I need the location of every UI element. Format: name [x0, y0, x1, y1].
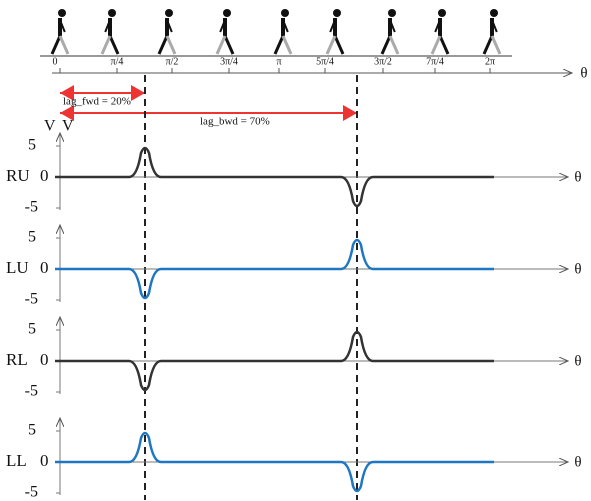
zero-label: 0: [40, 258, 49, 277]
figure-head: [165, 9, 173, 17]
figure-leg: [110, 36, 118, 54]
figure-head: [438, 9, 446, 17]
phase-tick-label: 7π/4: [426, 56, 444, 67]
channel-name: LL: [6, 451, 27, 470]
unit: V: [44, 118, 56, 135]
figure-leg: [283, 36, 291, 54]
channel-name: RL: [6, 350, 28, 369]
theta: θ: [574, 261, 581, 277]
figure-leg: [159, 36, 167, 54]
figure-leg: [52, 36, 60, 54]
top-label: 5: [28, 321, 36, 338]
phase-symbol: θ: [580, 65, 587, 81]
lag-label: lag_bwd = 70%: [200, 116, 270, 128]
figure-leg: [390, 36, 398, 54]
figure-leg: [440, 36, 448, 54]
theta: θ: [574, 454, 581, 470]
figure-head: [333, 9, 341, 17]
zero-label: 0: [40, 350, 49, 369]
lag-label: lag_fwd = 20%: [63, 96, 131, 108]
figure-leg: [225, 36, 233, 54]
figure-head: [388, 9, 396, 17]
phase-tick-label: π/2: [166, 56, 179, 67]
phase-tick-label: π: [276, 56, 281, 67]
channel-name: LU: [6, 258, 29, 277]
figure-head: [490, 9, 498, 17]
phase-tick-label: 3π/4: [220, 56, 238, 67]
waveform: [55, 332, 494, 390]
zero-label: 0: [40, 451, 49, 470]
figure-leg: [484, 36, 492, 54]
unit: V: [62, 118, 74, 135]
figure-head: [281, 9, 289, 17]
phase-tick-label: 2π: [485, 56, 495, 67]
figure-leg: [432, 36, 440, 54]
bottom-label: -5: [25, 199, 38, 216]
figure-leg: [217, 36, 225, 54]
figure-leg: [275, 36, 283, 54]
top-label: 5: [28, 137, 36, 154]
figure-leg: [102, 36, 110, 54]
waveform: [55, 433, 494, 491]
bottom-label: -5: [25, 291, 38, 308]
figure-leg: [60, 36, 68, 54]
figure-leg: [167, 36, 175, 54]
figure-head: [223, 9, 231, 17]
figure-leg: [382, 36, 390, 54]
top-label: 5: [28, 229, 36, 246]
phase-tick-label: 3π/2: [374, 56, 392, 67]
theta: θ: [574, 169, 581, 185]
theta: θ: [574, 353, 581, 369]
bottom-label: -5: [25, 383, 38, 400]
phase-tick-label: 0: [53, 56, 58, 67]
waveform: [55, 148, 494, 206]
diagram: θ lag_fwd = 20% lag_bwd = 70% V V 0 π/4 π/…: [0, 0, 591, 501]
zero-label: 0: [40, 166, 49, 185]
figure-head: [108, 9, 116, 17]
waveform: [55, 240, 494, 298]
figure-leg: [492, 36, 500, 54]
channel-name: RU: [6, 166, 30, 185]
figure-leg: [327, 36, 335, 54]
figure-head: [58, 9, 66, 17]
phase-tick-label: 5π/4: [316, 56, 334, 67]
top-label: 5: [28, 422, 36, 439]
figure-leg: [335, 36, 343, 54]
phase-tick-label: π/4: [111, 56, 124, 67]
bottom-label: -5: [25, 484, 38, 501]
